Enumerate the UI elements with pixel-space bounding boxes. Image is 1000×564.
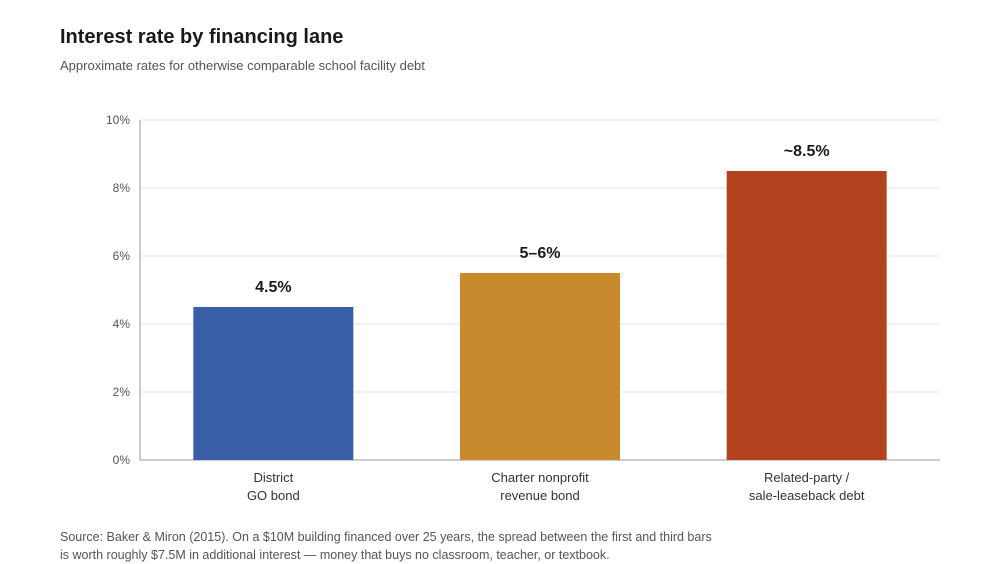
- source-note: Source: Baker & Miron (2015). On a $10M …: [60, 528, 780, 564]
- source-line-2: is worth roughly $7.5M in additional int…: [60, 548, 610, 562]
- chart-subtitle: Approximate rates for otherwise comparab…: [60, 58, 425, 73]
- y-tick-label: 0%: [113, 453, 131, 467]
- x-category-label: sale-leaseback debt: [749, 488, 865, 503]
- x-category-label: Charter nonprofit: [491, 470, 589, 485]
- y-tick-label: 6%: [113, 249, 131, 263]
- y-tick-label: 2%: [113, 385, 131, 399]
- x-category-label: GO bond: [247, 488, 300, 503]
- x-category-label: Related-party /: [764, 470, 850, 485]
- x-category-label: District: [253, 470, 293, 485]
- bar: [726, 171, 887, 460]
- y-tick-label: 4%: [113, 317, 131, 331]
- bar-chart: 0% 2% 4% 6% 8% 10% 4.5% District GO bond 5–6% Char…: [106, 113, 940, 503]
- source-line-1: Source: Baker & Miron (2015). On a $10M …: [60, 530, 712, 544]
- bar: [460, 273, 620, 460]
- y-tick-label: 8%: [113, 181, 131, 195]
- data-label: 4.5%: [255, 279, 291, 296]
- data-label: ~8.5%: [784, 143, 830, 160]
- x-category-label: revenue bond: [500, 488, 580, 503]
- chart-title: Interest rate by financing lane: [60, 26, 344, 48]
- y-tick-label: 10%: [106, 113, 130, 127]
- bar: [193, 307, 354, 460]
- data-label: 5–6%: [520, 245, 561, 262]
